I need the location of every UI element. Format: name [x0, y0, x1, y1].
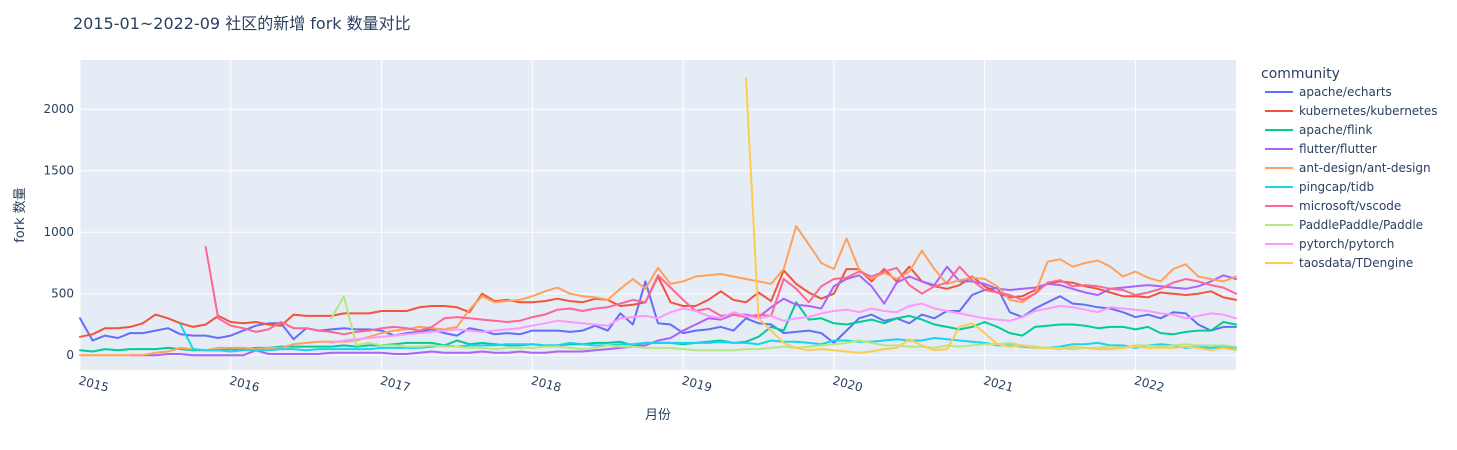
x-tick-label: 2019 [680, 373, 713, 394]
legend-title: community [1261, 66, 1340, 82]
legend-label: microsoft/vscode [1299, 199, 1401, 213]
x-tick-label: 2017 [379, 373, 412, 394]
x-axis-title: 月份 [645, 408, 671, 423]
legend-label: pingcap/tidb [1299, 180, 1374, 194]
legend-item[interactable]: PaddlePaddle/Paddle [1265, 218, 1423, 232]
y-tick-label: 500 [51, 287, 74, 301]
x-axis-ticks: 2015 2016 2017 2018 2019 2020 2021 2022 [77, 373, 1166, 394]
legend-item[interactable]: taosdata/TDengine [1265, 256, 1413, 270]
y-tick-label: 1500 [43, 164, 74, 178]
x-tick-label: 2018 [530, 373, 563, 394]
legend-label: kubernetes/kubernetes [1299, 104, 1438, 118]
y-axis-title: fork 数量 [13, 187, 28, 243]
legend-item[interactable]: ant-design/ant-design [1265, 161, 1431, 175]
x-tick-label: 2021 [982, 373, 1015, 394]
legend-label: ant-design/ant-design [1299, 161, 1431, 175]
legend-item[interactable]: apache/echarts [1265, 85, 1392, 99]
legend[interactable]: apache/echarts kubernetes/kubernetes apach… [1265, 85, 1438, 270]
legend-label: taosdata/TDengine [1299, 256, 1413, 270]
x-tick-label: 2020 [831, 373, 864, 394]
chart-title: 2015-01~2022-09 社区的新增 fork 数量对比 [73, 14, 411, 33]
legend-label: apache/flink [1299, 123, 1372, 137]
legend-item[interactable]: microsoft/vscode [1265, 199, 1401, 213]
y-tick-label: 1000 [43, 225, 74, 239]
x-tick-label: 2015 [77, 373, 110, 394]
legend-item[interactable]: apache/flink [1265, 123, 1372, 137]
legend-item[interactable]: pytorch/pytorch [1265, 237, 1394, 251]
legend-label: flutter/flutter [1299, 142, 1377, 156]
legend-label: pytorch/pytorch [1299, 237, 1394, 251]
legend-item[interactable]: kubernetes/kubernetes [1265, 104, 1438, 118]
legend-label: apache/echarts [1299, 85, 1392, 99]
y-tick-label: 0 [66, 348, 74, 362]
legend-label: PaddlePaddle/Paddle [1299, 218, 1423, 232]
x-tick-label: 2022 [1133, 373, 1166, 394]
y-tick-label: 2000 [43, 102, 74, 116]
legend-item[interactable]: pingcap/tidb [1265, 180, 1374, 194]
legend-item[interactable]: flutter/flutter [1265, 142, 1377, 156]
x-tick-label: 2016 [228, 373, 261, 394]
y-axis-ticks: 0 500 1000 1500 2000 [43, 102, 74, 362]
